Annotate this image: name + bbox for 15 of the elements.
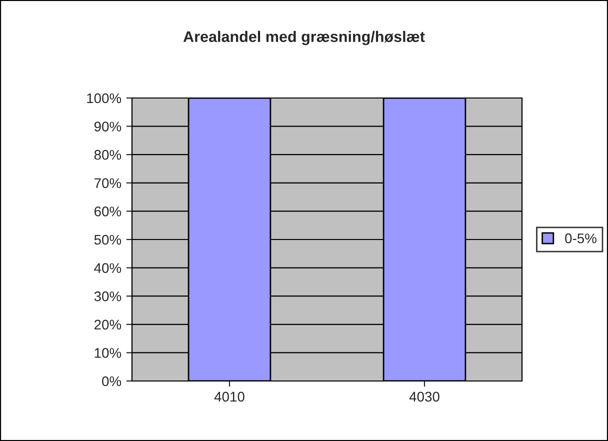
y-tick-label: 90% [94,122,122,132]
x-tick-label: 4010 [214,392,244,402]
y-tick-label: 70% [94,178,122,188]
y-tick-label: 50% [94,234,122,245]
legend-label: 0-5% [565,233,596,244]
y-tick-label: 30% [94,291,122,302]
x-tick-label: 4030 [409,392,440,402]
chart-title: Arealandel med græsning/høslæt [183,30,425,46]
y-tick-label: 60% [94,206,122,216]
y-tick-label: 0% [102,376,122,386]
y-tick-label: 10% [94,348,122,358]
y-tick-label: 20% [94,320,122,330]
y-tick-label: 80% [94,150,122,160]
y-tick-label: 40% [94,263,122,273]
y-tick-label: 100% [87,93,122,104]
